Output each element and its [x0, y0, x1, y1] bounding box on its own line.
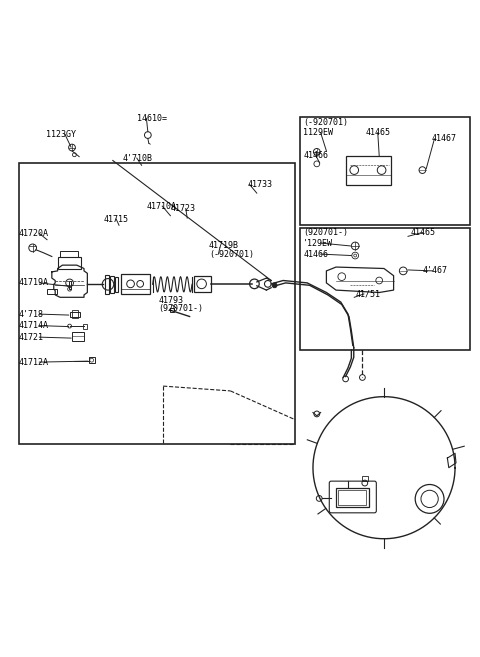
Bar: [70, 311, 80, 317]
Bar: [300, 118, 470, 225]
Bar: [170, 308, 174, 312]
Text: 41710A: 41710A: [146, 202, 177, 211]
Circle shape: [360, 374, 365, 380]
Text: 41/51: 41/51: [355, 290, 380, 298]
Text: 41712A: 41712A: [18, 357, 48, 367]
Text: 4'467: 4'467: [422, 266, 447, 275]
Text: 41719B: 41719B: [209, 241, 239, 250]
Bar: [72, 332, 84, 340]
Text: 41714A: 41714A: [18, 321, 48, 330]
Bar: [105, 275, 109, 294]
Text: 41719A: 41719A: [18, 279, 48, 287]
Text: 41793: 41793: [158, 296, 183, 305]
Bar: [115, 277, 118, 292]
Bar: [19, 163, 295, 443]
Bar: [336, 488, 369, 507]
Bar: [69, 281, 71, 289]
Circle shape: [250, 279, 259, 288]
Text: 4'718: 4'718: [18, 309, 43, 319]
Text: (-920701): (-920701): [209, 250, 254, 259]
Text: 1129EW: 1129EW: [303, 128, 333, 137]
Bar: [121, 274, 150, 294]
Text: 41465: 41465: [410, 228, 435, 237]
Text: 41721: 41721: [18, 332, 43, 342]
Bar: [60, 251, 78, 256]
Bar: [300, 228, 470, 350]
Circle shape: [272, 283, 277, 288]
Text: 41466: 41466: [303, 250, 328, 259]
Bar: [362, 476, 368, 481]
Text: (-920701): (-920701): [303, 118, 348, 127]
Text: 41723: 41723: [170, 204, 195, 213]
Bar: [83, 324, 87, 328]
Circle shape: [343, 376, 348, 382]
Text: 41733: 41733: [247, 180, 272, 189]
Text: 41715: 41715: [103, 215, 128, 223]
Text: '129EW: '129EW: [303, 238, 333, 248]
Bar: [110, 276, 114, 293]
Text: 14610=: 14610=: [137, 114, 167, 123]
Text: 1123GY: 1123GY: [46, 129, 75, 139]
Text: 4'710B: 4'710B: [122, 154, 153, 162]
Bar: [194, 276, 211, 292]
Bar: [89, 357, 95, 363]
Bar: [58, 256, 81, 269]
Bar: [47, 289, 57, 294]
Text: 41467: 41467: [432, 135, 457, 143]
Bar: [346, 156, 391, 185]
Bar: [72, 310, 78, 318]
Bar: [338, 490, 366, 505]
Text: (920701-): (920701-): [158, 304, 204, 313]
Text: 41465: 41465: [366, 128, 391, 137]
Text: (920701-): (920701-): [303, 228, 348, 237]
Text: 41466: 41466: [303, 151, 328, 160]
Text: 41720A: 41720A: [18, 229, 48, 238]
